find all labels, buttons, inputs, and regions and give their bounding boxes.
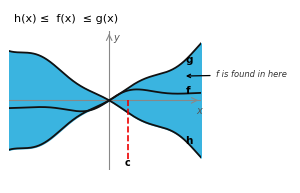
Text: x: x [196,106,202,116]
Text: h(x) ≤  f(x)  ≤ g(x): h(x) ≤ f(x) ≤ g(x) [14,14,118,24]
Text: y: y [113,33,119,43]
Text: f is found in here: f is found in here [187,70,286,79]
Text: g: g [186,55,193,65]
Text: f: f [186,86,190,96]
Text: h: h [186,136,193,146]
Text: c: c [125,158,131,168]
